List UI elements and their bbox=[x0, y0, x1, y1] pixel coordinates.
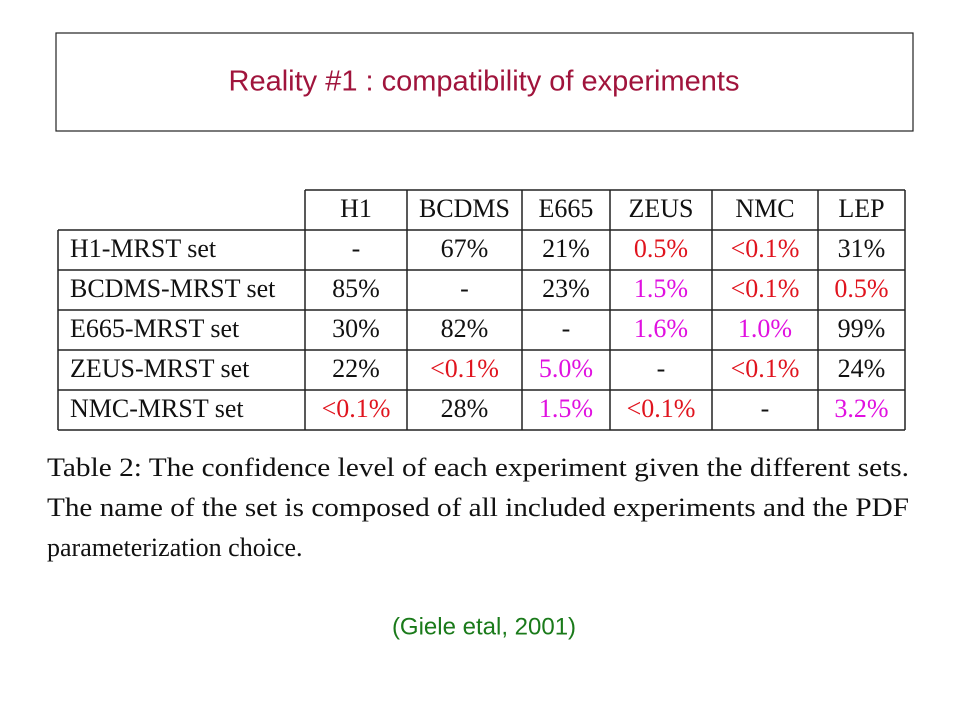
table: H1 BCDMS E665 ZEUS NMC LEP H1-MRST set - 67% 21% 0… bbox=[57, 189, 906, 431]
table-cell: 1.5% bbox=[539, 394, 593, 423]
column-header: NMC bbox=[735, 194, 794, 223]
table-cell: 3.2% bbox=[834, 394, 888, 423]
table-cell: <0.1% bbox=[322, 394, 391, 423]
row-label: E665-MRST set bbox=[70, 314, 240, 343]
column-header: BCDMS bbox=[419, 194, 510, 223]
row-label: NMC-MRST set bbox=[70, 394, 244, 423]
table-cell: 31% bbox=[838, 234, 886, 263]
row-label: H1-MRST set bbox=[70, 234, 217, 263]
table-cell: 23% bbox=[542, 274, 590, 303]
table-cell: <0.1% bbox=[731, 274, 800, 303]
table-cell: <0.1% bbox=[731, 234, 800, 263]
table-cell: 82% bbox=[441, 314, 489, 343]
table-cell: 0.5% bbox=[634, 234, 688, 263]
title-box bbox=[55, 32, 914, 132]
caption-line: The name of the set is composed of all i… bbox=[47, 493, 909, 522]
table-cell: 1.6% bbox=[634, 314, 688, 343]
table-cell: - bbox=[460, 274, 469, 303]
table-cell: - bbox=[352, 234, 361, 263]
table-cell: 67% bbox=[441, 234, 489, 263]
table-cell: <0.1% bbox=[731, 354, 800, 383]
table-cell: 28% bbox=[441, 394, 489, 423]
table-cell: <0.1% bbox=[627, 394, 696, 423]
table-cell: <0.1% bbox=[430, 354, 499, 383]
table-cell: - bbox=[657, 354, 666, 383]
table-cell: - bbox=[562, 314, 571, 343]
table-cell: 5.0% bbox=[539, 354, 593, 383]
table-cell: 1.0% bbox=[738, 314, 792, 343]
row-label: BCDMS-MRST set bbox=[70, 274, 276, 303]
table-cell: 85% bbox=[332, 274, 380, 303]
column-header: E665 bbox=[539, 194, 594, 223]
row-label: ZEUS-MRST set bbox=[70, 354, 250, 383]
table-cell: 30% bbox=[332, 314, 380, 343]
caption-line: parameterization choice. bbox=[47, 533, 303, 562]
table-cell: 24% bbox=[838, 354, 886, 383]
table-cell: 21% bbox=[542, 234, 590, 263]
table-cell: 22% bbox=[332, 354, 380, 383]
column-header: H1 bbox=[340, 194, 372, 223]
table-cell: - bbox=[761, 394, 770, 423]
table-cell: 0.5% bbox=[834, 274, 888, 303]
citation: (Giele etal, 2001) bbox=[392, 613, 576, 640]
table-cell: 99% bbox=[838, 314, 886, 343]
slide-title: Reality #1 : compatibility of experiment… bbox=[229, 66, 740, 98]
table-cell: 1.5% bbox=[634, 274, 688, 303]
caption-line: Table 2: The confidence level of each ex… bbox=[47, 453, 909, 482]
column-header: LEP bbox=[838, 194, 884, 223]
column-header: ZEUS bbox=[629, 194, 694, 223]
